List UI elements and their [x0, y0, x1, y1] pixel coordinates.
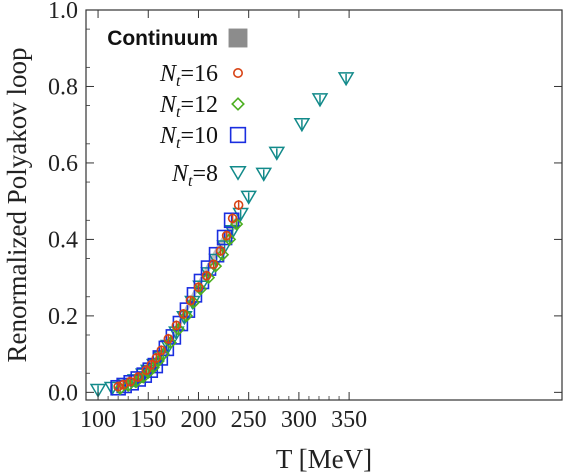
- axis-ticks-layer: 100 150 200 250 300 350 0.0 0.2 0.4 0.6 0.8 1.0: [48, 0, 562, 433]
- data-point: [215, 246, 226, 256]
- data-point: [268, 146, 286, 161]
- data-point: [151, 353, 162, 363]
- data-point: [193, 282, 208, 296]
- data-point: [215, 248, 230, 262]
- data-point: [255, 167, 273, 182]
- x-tick-label: 150: [130, 407, 166, 433]
- continuum-band: [118, 212, 239, 390]
- y-tick-label: 0.6: [48, 151, 78, 177]
- data-point: [311, 93, 329, 108]
- plot-frame: [85, 9, 563, 401]
- data-point: [142, 362, 159, 378]
- series-nt16: [113, 200, 244, 392]
- x-tick-label: 250: [231, 407, 267, 433]
- data-point: [185, 295, 196, 306]
- data-point: [171, 320, 182, 331]
- x-tick-label: 100: [80, 407, 116, 433]
- data-point: [89, 383, 107, 398]
- y-tick-label: 0.0: [48, 380, 78, 406]
- data-point: [178, 309, 189, 319]
- data-point: [156, 345, 167, 356]
- data-point: [208, 259, 223, 273]
- y-tick-label: 0.8: [48, 74, 78, 100]
- data-point: [216, 229, 233, 246]
- data-point: [133, 372, 144, 382]
- data-point: [141, 365, 152, 375]
- legend-label: Continuum: [107, 27, 218, 50]
- data-point: [163, 336, 177, 350]
- y-tick-label: 0.2: [48, 304, 78, 330]
- data-point: [240, 190, 257, 205]
- data-point: [227, 213, 238, 224]
- y-tick-label: 0.4: [48, 227, 78, 253]
- legend-marker: [231, 97, 245, 111]
- legend-label: Nt=12: [159, 92, 218, 121]
- x-axis-title: T [MeV]: [276, 444, 372, 474]
- data-point: [125, 376, 135, 387]
- legend-label: Nt=10: [159, 123, 218, 152]
- legend-item: Nt=12: [159, 92, 245, 121]
- legend-item: Continuum: [107, 27, 248, 50]
- legend-item: Nt=8: [171, 161, 247, 190]
- continuum-band-layer: [118, 212, 239, 390]
- data-point: [201, 270, 212, 281]
- data-point: [171, 322, 186, 336]
- data-point: [201, 271, 216, 285]
- legend-label: Nt=16: [159, 61, 218, 90]
- data-point: [208, 259, 219, 270]
- legend-marker: [233, 68, 244, 79]
- x-tick-label: 300: [281, 407, 317, 433]
- legend-marker: [228, 28, 248, 48]
- legend-label: Nt=8: [171, 161, 218, 190]
- data-points-layer: [89, 72, 355, 398]
- data-point: [337, 72, 355, 87]
- data-point: [136, 370, 150, 384]
- data-point: [113, 381, 123, 392]
- y-tick-label: 1.0: [48, 0, 78, 24]
- data-point: [146, 360, 157, 370]
- y-axis-title: Renormalized Polyakov loop: [2, 48, 32, 363]
- legend-item: Nt=16: [159, 61, 244, 90]
- data-point: [293, 117, 311, 133]
- legend-marker: [229, 126, 247, 144]
- data-point: [233, 200, 244, 210]
- data-point: [156, 347, 170, 361]
- data-point: [163, 334, 174, 344]
- x-tick-label: 200: [180, 407, 216, 433]
- data-point: [221, 230, 232, 241]
- legend-marker: [229, 165, 247, 181]
- data-point: [193, 282, 204, 293]
- x-tick-label: 350: [331, 407, 367, 433]
- legend-item: Nt=10: [159, 123, 247, 152]
